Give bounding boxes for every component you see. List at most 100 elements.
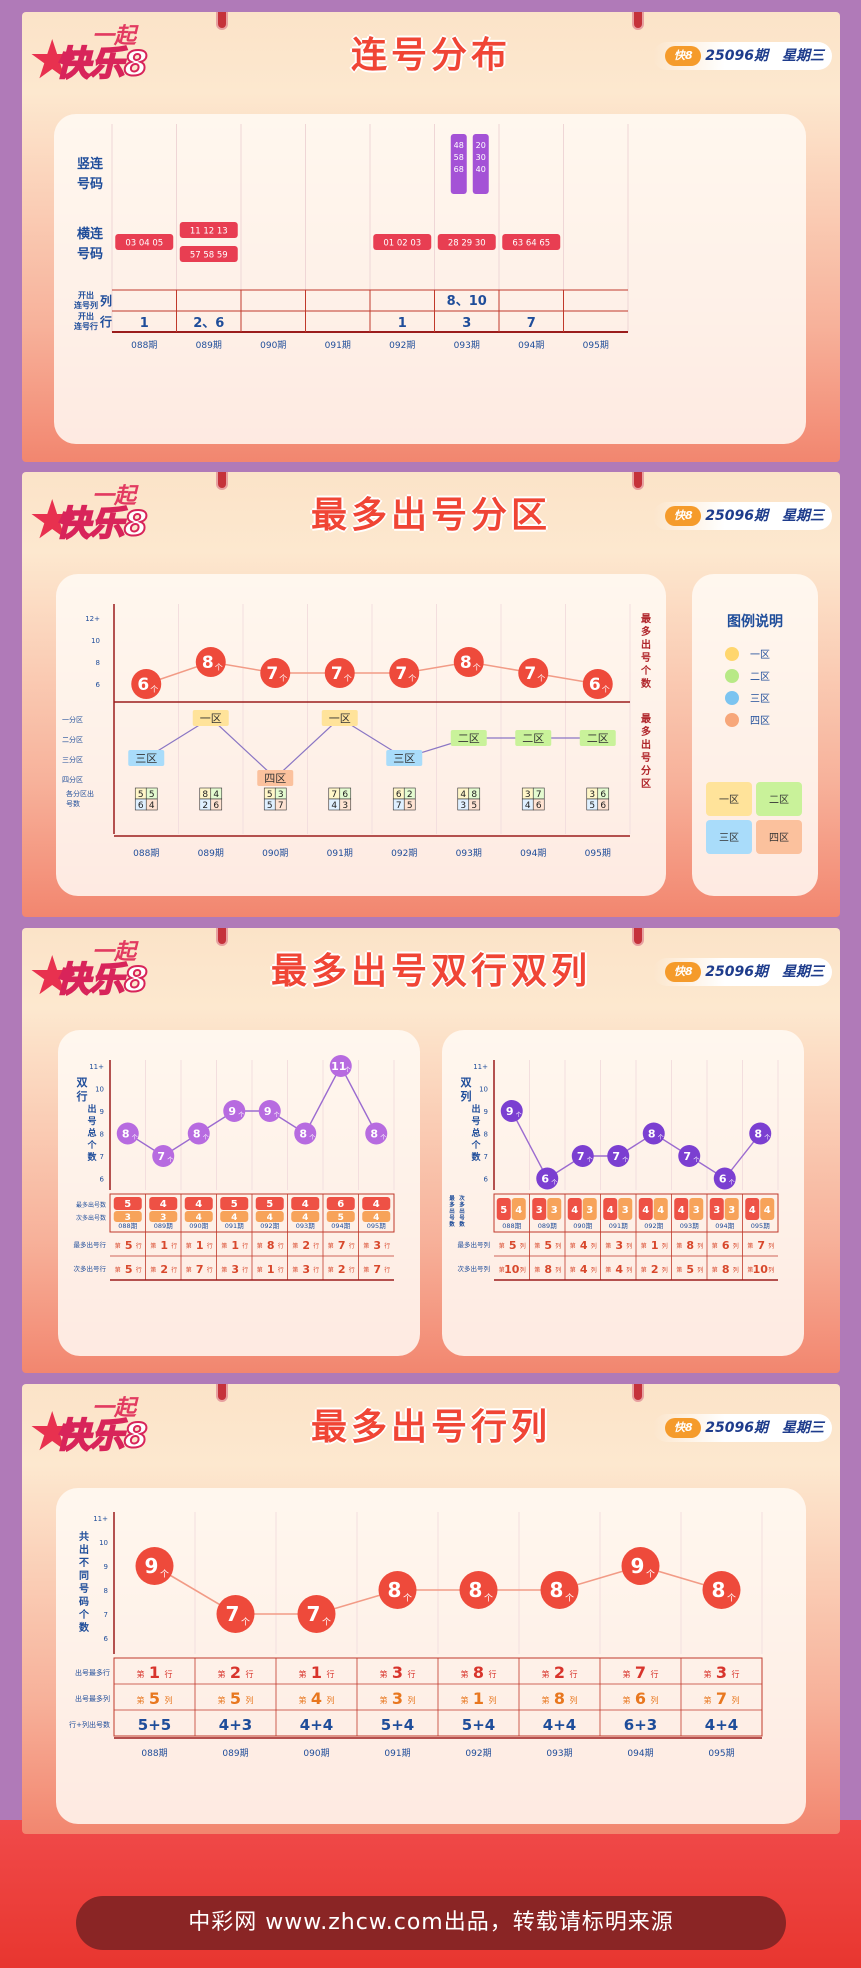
second-position: 4 (615, 1263, 623, 1276)
right-label: 最 (641, 713, 652, 725)
y-axis-label: 总 (471, 1127, 480, 1139)
zone-y-label: 二分区 (62, 735, 83, 744)
double-row-card: 11+ 10 9 8 7 6 双行出号总个数 8 个 7 个 8 个 9 个 9 个 8 个 11 个 8 个最多出号数 次多… (58, 1030, 420, 1356)
y-axis-label: 出 (471, 1103, 480, 1115)
grid-cell-value: 3 (278, 790, 284, 800)
value-unit: 个 (167, 1157, 173, 1164)
count-value: 3 (551, 1205, 558, 1216)
best-row-suffix: 行 (246, 1669, 254, 1679)
count-unit: 个 (215, 663, 223, 672)
zone-box (450, 730, 487, 746)
table-row-label: 出 (459, 1207, 465, 1215)
second-position-suffix: 行 (278, 1266, 284, 1274)
second-position-suffix: 列 (768, 1266, 774, 1274)
grid-cell-value: 4 (525, 801, 531, 811)
zone-label: 二区 (458, 732, 480, 745)
count-bubble (324, 658, 355, 688)
value-number: 8 (712, 1578, 726, 1602)
count-unit: 个 (537, 674, 545, 683)
row-label-cols-suffix: 列 (100, 293, 112, 308)
max-position-suffix: 行 (384, 1242, 390, 1250)
grid-cell-value: 6 (396, 790, 402, 800)
value-number: 7 (683, 1150, 691, 1163)
value-bubble (678, 1145, 701, 1167)
zone-label: 三区 (393, 752, 415, 765)
zone-label: 二区 (522, 732, 544, 745)
max-position-prefix: 第 (747, 1242, 753, 1250)
second-position-suffix: 行 (207, 1266, 213, 1274)
value-unit: 个 (309, 1135, 315, 1142)
zone-y-label: 四分区 (62, 775, 83, 784)
best-row-suffix: 行 (408, 1669, 416, 1679)
second-position: 10 (504, 1263, 520, 1276)
second-position-prefix: 第 (221, 1266, 227, 1274)
best-row-prefix: 第 (623, 1669, 631, 1679)
second-position-suffix: 列 (626, 1266, 632, 1274)
y-tick-label: 7 (484, 1153, 488, 1161)
count-value: 7 (331, 664, 343, 684)
value-bubble (216, 1595, 255, 1633)
best-row: 1 (149, 1663, 160, 1682)
y-tick-label: 8 (96, 659, 100, 667)
legend-card: 图例说明 一区 二区 三区 四区 一区 二区 三区 四区 (692, 574, 818, 896)
table-row-label: 号 (459, 1214, 465, 1222)
value-bubble (642, 1122, 665, 1145)
grid-cell-value: 6 (213, 801, 219, 811)
best-col: 3 (392, 1689, 403, 1708)
table-row-label: 出号最多行 (75, 1668, 110, 1677)
value-number: 8 (550, 1578, 564, 1602)
y-tick-label: 8 (100, 1131, 104, 1139)
second-count: 3 (160, 1213, 166, 1223)
second-position: 3 (231, 1263, 239, 1276)
max-position-prefix: 第 (221, 1242, 227, 1250)
period-label: 094期 (627, 1748, 653, 1759)
count-value: 4 (657, 1205, 664, 1216)
horizontal-run-bar (502, 234, 561, 250)
zone-box (192, 710, 229, 726)
value-unit: 个 (322, 1617, 331, 1628)
value-bubble (152, 1145, 175, 1167)
second-count: 4 (267, 1213, 273, 1223)
vertical-run-number: 40 (476, 165, 486, 174)
horizontal-run-bar (115, 234, 174, 250)
second-position-prefix: 第 (150, 1266, 156, 1274)
row-label-cols: 开出 (78, 290, 94, 300)
count-value: 3 (728, 1205, 735, 1216)
max-position-suffix: 行 (242, 1242, 248, 1250)
max-count-box (184, 1197, 213, 1210)
count-box (496, 1198, 511, 1220)
max-position-suffix: 行 (313, 1242, 319, 1250)
second-position-suffix: 行 (384, 1266, 390, 1274)
consecutive-row-value: 2、6 (193, 316, 224, 331)
max-position-prefix: 第 (499, 1242, 505, 1250)
grid-cell-value: 5 (138, 790, 144, 800)
best-col-suffix: 列 (327, 1695, 335, 1705)
period-label: 088期 (118, 1222, 137, 1230)
second-count-box (149, 1211, 178, 1222)
count-value: 4 (571, 1205, 578, 1216)
pin-icon (218, 12, 226, 28)
period-label: 089期 (154, 1222, 173, 1230)
consecutive-row-value: 7 (527, 316, 536, 331)
count-box (582, 1198, 597, 1220)
logo: ★ 一起 快乐8 (28, 484, 149, 551)
best-row: 2 (554, 1663, 565, 1682)
row-label-horizontal: 横连 (77, 226, 104, 242)
second-position: 2 (651, 1263, 659, 1276)
count-value: 8 (460, 653, 472, 673)
row-label-rows: 连号行 (74, 321, 98, 331)
value-unit: 个 (727, 1593, 736, 1604)
zone-label: 一区 (200, 712, 222, 725)
max-position-prefix: 第 (292, 1242, 298, 1250)
right-label: 最 (641, 613, 652, 625)
y-axis-label: 总 (87, 1127, 96, 1139)
y-axis-label: 共 (79, 1530, 89, 1543)
value-unit: 个 (274, 1112, 280, 1119)
legend-quad-label: 一区 (719, 794, 739, 806)
count-value: 5 (500, 1205, 507, 1216)
count-value: 3 (536, 1205, 543, 1216)
second-count: 3 (125, 1213, 131, 1223)
count-unit: 个 (279, 674, 287, 683)
second-count-box (184, 1211, 213, 1222)
